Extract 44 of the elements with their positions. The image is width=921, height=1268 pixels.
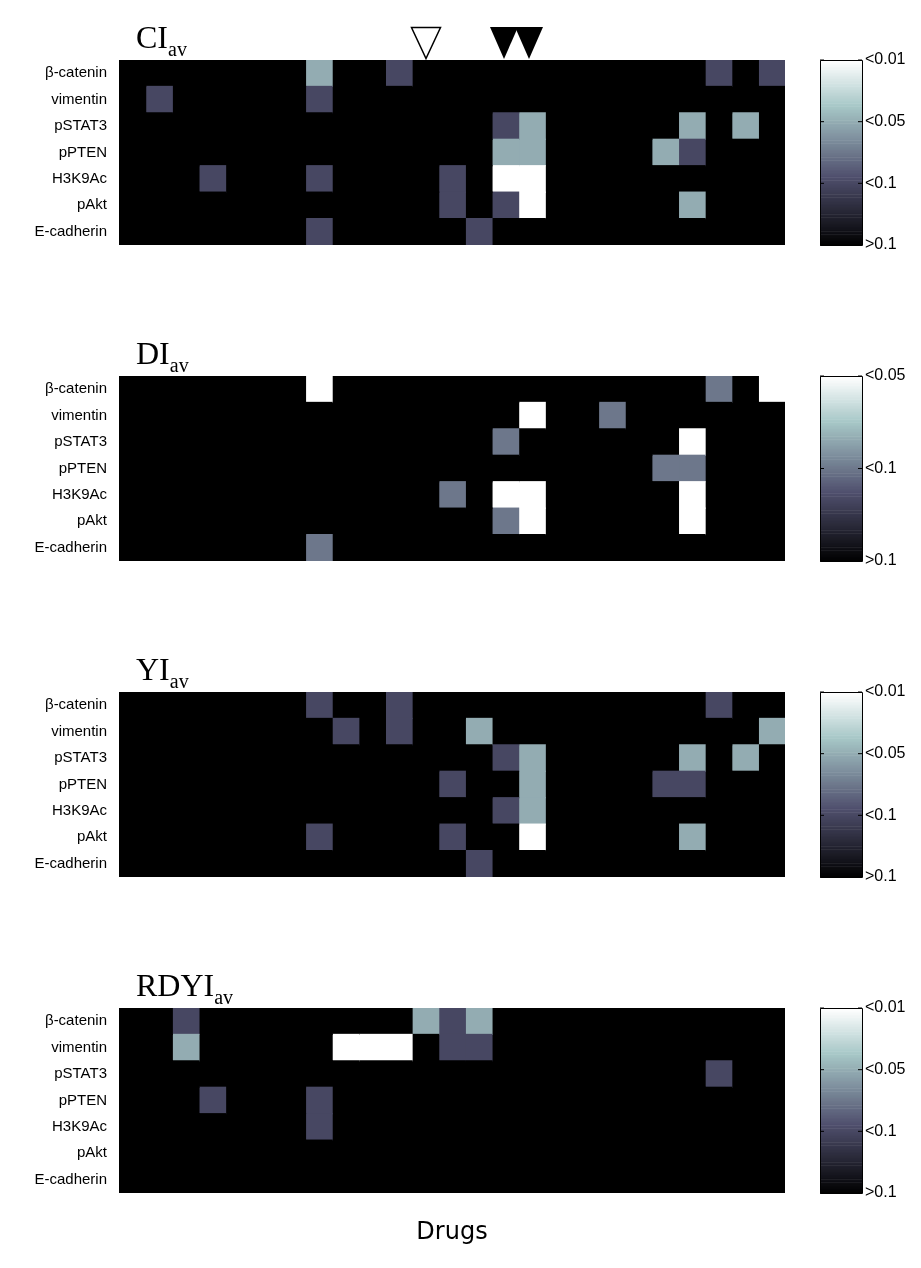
color-bar-label: <0.05 xyxy=(865,366,906,384)
y-tick-label: E-cadherin xyxy=(34,853,107,871)
y-tick-label: pAkt xyxy=(76,195,108,213)
y-tick-label: β-catenin xyxy=(45,379,107,397)
color-bar-label: >0.1 xyxy=(865,867,897,885)
y-tick-label: H3K9Ac xyxy=(51,1117,108,1135)
y-tick-label: pSTAT3 xyxy=(54,1064,107,1082)
y-tick-label: pPTEN xyxy=(58,774,107,792)
color-bar-label: <0.05 xyxy=(865,744,906,762)
y-tick-label: H3K9Ac xyxy=(51,485,108,503)
color-bar-label: >0.1 xyxy=(865,551,897,569)
y-tick-label: pAkt xyxy=(76,511,108,529)
y-tick-label: pPTEN xyxy=(58,142,107,160)
color-bar-label: <0.01 xyxy=(865,998,906,1016)
y-tick-label: vimentin xyxy=(51,405,107,423)
y-tick-label: pSTAT3 xyxy=(54,432,107,450)
color-bar-label: <0.01 xyxy=(865,682,906,700)
y-tick-label: pSTAT3 xyxy=(54,116,107,134)
y-tick-label: pAkt xyxy=(76,1143,108,1161)
y-tick-label: H3K9Ac xyxy=(51,169,108,187)
color-bar-label: <0.1 xyxy=(865,458,897,476)
x-axis-title: Drugs xyxy=(416,1217,488,1245)
color-bar-label: <0.05 xyxy=(865,112,906,130)
color-bar-label: >0.1 xyxy=(865,1183,897,1201)
color-bar-label: <0.1 xyxy=(865,1121,897,1139)
y-tick-label: vimentin xyxy=(51,89,107,107)
y-tick-label: vimentin xyxy=(51,721,107,739)
color-bar-label: >0.1 xyxy=(865,235,897,253)
y-tick-label: β-catenin xyxy=(45,695,107,713)
y-tick-label: pPTEN xyxy=(58,458,107,476)
y-tick-label: pAkt xyxy=(76,827,108,845)
y-tick-label: β-catenin xyxy=(45,63,107,81)
y-tick-label: E-cadherin xyxy=(34,537,107,555)
y-tick-label: E-cadherin xyxy=(34,1169,107,1187)
y-tick-label: pSTAT3 xyxy=(54,748,107,766)
color-bar-label: <0.01 xyxy=(865,50,906,68)
y-tick-label: vimentin xyxy=(51,1037,107,1055)
y-tick-label: pPTEN xyxy=(58,1090,107,1108)
color-bar-label: <0.1 xyxy=(865,805,897,823)
y-tick-label: H3K9Ac xyxy=(51,801,108,819)
y-tick-label: E-cadherin xyxy=(34,221,107,239)
y-tick-label: β-catenin xyxy=(45,1011,107,1029)
color-bar-label: <0.1 xyxy=(865,173,897,191)
color-bar-label: <0.05 xyxy=(865,1060,906,1078)
